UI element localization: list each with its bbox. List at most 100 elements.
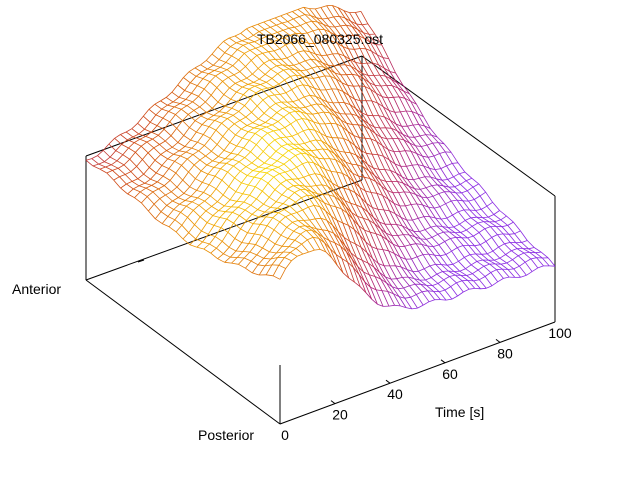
mesh-line [302,206,309,211]
mesh-line [267,86,274,89]
mesh-line [174,212,181,221]
mesh-line [371,246,379,264]
mesh-line [181,105,188,110]
mesh-line [380,85,389,99]
mesh-line [477,221,484,224]
mesh-line [396,82,405,92]
mesh-line [249,139,257,145]
mesh-line [188,164,195,173]
mesh-line [282,106,289,109]
mesh-line [263,107,271,114]
mesh-line [468,200,476,211]
mesh-line [245,260,252,269]
mesh-line [503,276,510,279]
mesh-line [97,150,104,156]
mesh-line [274,189,283,196]
mesh-line [192,101,200,108]
mesh-line [230,145,238,154]
mesh-line [499,254,506,259]
mesh-line [465,217,472,221]
mesh-line [239,71,247,79]
mesh-line [152,188,159,193]
mesh-line [320,132,328,145]
mesh-line [175,224,183,233]
mesh-line [434,254,441,257]
mesh-line [251,213,260,218]
mesh-line [340,24,347,27]
mesh-line [394,213,403,227]
mesh-line [288,68,297,76]
mesh-line [372,62,379,66]
mesh-line [465,177,473,182]
mesh-line [322,18,328,20]
mesh-line [359,235,368,253]
mesh-line [344,64,353,75]
mesh-line [250,260,259,266]
mesh-line [246,73,253,79]
mesh-line [316,184,323,186]
mesh-line [410,100,417,105]
mesh-line [355,154,363,160]
mesh-line [171,186,178,193]
mesh-line [285,136,294,145]
mesh-line [388,250,396,266]
mesh-line [479,244,488,255]
mesh-line [209,129,217,139]
mesh-line [335,254,343,259]
mesh-line [217,201,225,207]
mesh-line [201,230,209,235]
mesh-line [359,85,365,87]
mesh-line [201,222,208,232]
mesh-line [512,259,520,267]
mesh-line [214,70,222,73]
mesh-line [353,229,362,248]
mesh-line [305,22,314,32]
mesh-line [373,217,381,229]
mesh-line [540,251,549,259]
mesh-line [460,229,467,233]
mesh-line [509,242,518,249]
mesh-line [325,210,332,217]
mesh-line [357,29,365,39]
mesh-line [401,126,409,138]
mesh-line [409,283,416,287]
mesh-line [177,193,185,198]
mesh-line [316,149,325,160]
mesh-line [291,85,298,90]
mesh-line [175,172,183,181]
mesh-line [263,21,271,28]
mesh-line [343,10,352,22]
mesh-line [256,198,264,205]
mesh-line [452,211,459,216]
mesh-line [401,176,410,187]
mesh-line [137,115,144,124]
mesh-line [501,268,510,278]
mesh-line [376,248,385,266]
mesh-line [179,203,187,207]
mesh-line [263,62,272,70]
mesh-line [221,122,229,130]
mesh-line [288,26,295,29]
mesh-line [385,75,393,86]
mesh-line [351,163,359,177]
mesh-line [363,177,372,193]
mesh-line [224,98,232,107]
mesh-line [407,124,414,127]
mesh-line [348,48,356,63]
mesh-line [282,29,291,36]
mesh-line [465,268,473,275]
mesh-line [168,219,176,228]
mesh-line [161,104,168,110]
mesh-line [288,106,296,112]
mesh-line [340,200,348,214]
mesh-line [181,108,189,115]
mesh-line [238,263,246,269]
mesh-line [316,59,324,68]
mesh-line [433,244,440,247]
mesh-line [284,209,292,215]
mesh-line [371,207,380,223]
mesh-line [365,137,371,140]
mesh-line [365,190,373,208]
mesh-line [212,101,219,109]
mesh-line [417,164,424,167]
